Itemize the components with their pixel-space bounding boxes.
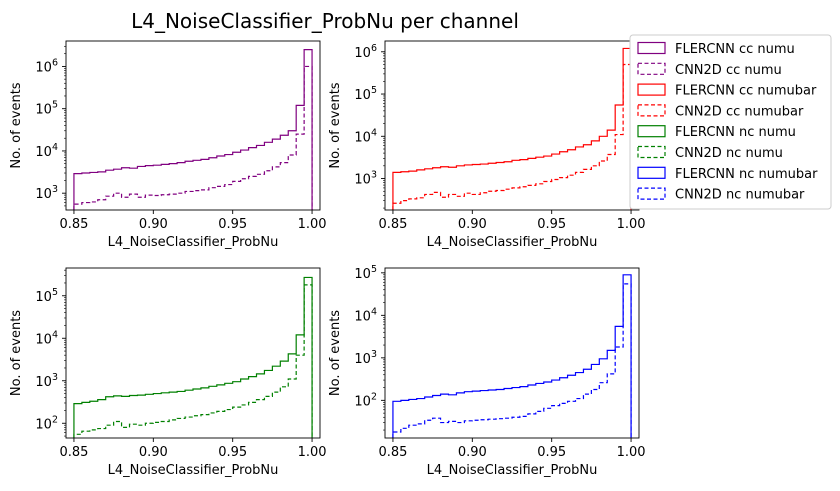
- legend-label: CNN2D nc numu: [675, 146, 783, 161]
- panel-cc-numubar: 0.85 0.90 0.95 1.00 103 104 105 106 L4_NoiseClas…: [328, 40, 646, 250]
- y-tick-label: 104: [35, 142, 58, 160]
- x-tick-label: 1.00: [617, 217, 646, 232]
- x-tick-label: 0.95: [218, 217, 247, 232]
- y-tick-label: 105: [354, 85, 377, 103]
- x-axis-label: L4_NoiseClassifier_ProbNu: [108, 235, 279, 250]
- x-tick-label: 0.85: [378, 217, 407, 232]
- panel-nc-numubar: 0.85 0.90 0.95 1.00 102 103 104 105 L4_NoiseClas…: [328, 264, 646, 478]
- legend-label: FLERCNN cc numubar: [675, 84, 817, 99]
- axes-frame: [65, 40, 321, 211]
- legend-swatch: [637, 166, 666, 179]
- legend-label: CNN2D cc numubar: [675, 104, 804, 119]
- legend-label: FLERCNN nc numubar: [675, 167, 818, 182]
- legend-swatch: [637, 125, 666, 138]
- legend-swatch: [637, 41, 666, 55]
- panel-nc-numu: 0.85 0.90 0.95 1.00 102 103 104 105 L4_NoiseClas…: [9, 267, 327, 478]
- y-tick-label: 103: [35, 372, 58, 390]
- series-cnn2d-nc-numu: [73, 284, 313, 438]
- legend-swatch: [637, 104, 666, 117]
- axes-frame: [384, 40, 640, 211]
- legend-label: FLERCNN nc numu: [675, 125, 796, 140]
- legend-label: FLERCNN cc numu: [675, 42, 795, 57]
- x-tick-label: 0.95: [537, 445, 566, 460]
- x-tick-label: 0.85: [59, 217, 88, 232]
- x-tick-label: 1.00: [617, 445, 646, 460]
- y-tick-label: 103: [35, 184, 58, 202]
- y-tick-label: 104: [35, 329, 58, 347]
- legend-swatch: [637, 62, 666, 75]
- axes-frame: [65, 267, 321, 439]
- panel-cc-numu: 0.85 0.90 0.95 1.00 103 104 105 106 L4_NoiseClas…: [9, 40, 327, 250]
- x-tick-label: 0.95: [218, 445, 247, 460]
- y-tick-label: 106: [354, 43, 377, 61]
- x-axis-label: L4_NoiseClassifier_ProbNu: [427, 235, 598, 250]
- figure-title: L4_NoiseClassifier_ProbNu per channel: [131, 9, 519, 33]
- x-axis-label: L4_NoiseClassifier_ProbNu: [427, 463, 598, 478]
- legend: FLERCNN cc numu CNN2D cc numu FLERCNN cc n…: [629, 34, 832, 210]
- x-tick-label: 1.00: [298, 217, 327, 232]
- y-tick-label: 104: [354, 306, 377, 324]
- x-tick-label: 0.90: [458, 445, 487, 460]
- series-flercnn-nc-numubar: [392, 274, 632, 438]
- x-tick-label: 0.90: [139, 445, 168, 460]
- x-axis-label: L4_NoiseClassifier_ProbNu: [108, 463, 279, 478]
- y-axis-label: No. of events: [328, 82, 343, 168]
- legend-swatch: [637, 145, 666, 159]
- legend-swatch: [637, 83, 666, 96]
- y-tick-label: 105: [354, 264, 377, 282]
- series-cnn2d-nc-numubar: [392, 283, 632, 438]
- y-tick-label: 106: [35, 57, 58, 75]
- y-tick-label: 105: [35, 287, 58, 305]
- y-tick-label: 105: [35, 100, 58, 118]
- legend-label: CNN2D nc numubar: [675, 188, 805, 203]
- x-tick-label: 0.90: [139, 217, 168, 232]
- legend-box: [629, 34, 832, 210]
- series-flercnn-cc-numubar: [392, 47, 632, 210]
- y-tick-label: 102: [354, 391, 377, 409]
- x-tick-label: 0.85: [59, 445, 88, 460]
- series-flercnn-nc-numu: [73, 276, 313, 438]
- y-tick-label: 103: [354, 349, 377, 367]
- x-tick-label: 0.90: [458, 217, 487, 232]
- x-tick-label: 1.00: [298, 445, 327, 460]
- x-tick-label: 0.85: [378, 445, 407, 460]
- y-axis-label: No. of events: [9, 82, 24, 168]
- y-tick-label: 103: [354, 170, 377, 188]
- series-flercnn-cc-numu: [73, 49, 313, 210]
- legend-label: CNN2D cc numu: [675, 63, 782, 78]
- x-tick-label: 0.95: [537, 217, 566, 232]
- y-axis-label: No. of events: [328, 310, 343, 396]
- axes-frame: [384, 267, 640, 439]
- legend-swatch: [637, 187, 666, 200]
- y-tick-label: 102: [35, 414, 58, 432]
- series-cnn2d-cc-numu: [73, 65, 313, 210]
- series-cnn2d-cc-numubar: [392, 63, 632, 210]
- y-tick-label: 104: [354, 127, 377, 145]
- y-axis-label: No. of events: [9, 310, 24, 396]
